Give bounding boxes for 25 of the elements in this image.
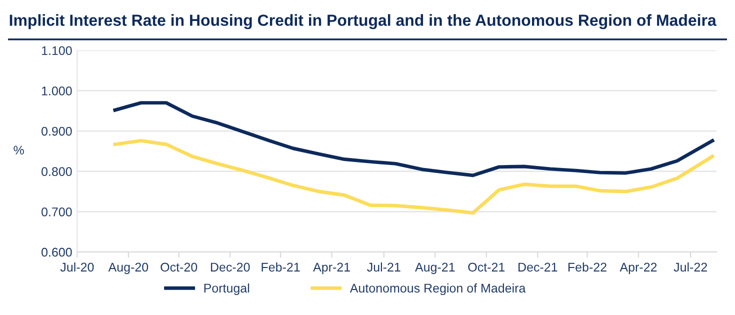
line-series — [113, 138, 714, 215]
x-tick-label: Aug-20 — [108, 262, 148, 274]
x-tick-label: Oct-20 — [160, 262, 198, 272]
x-tick-label: Dec-20 — [210, 262, 250, 272]
x-tick-label: Dec-21 — [518, 262, 558, 272]
y-tick-label: 0.600 — [42, 248, 72, 257]
y-tick-label: 0.900 — [42, 126, 72, 136]
x-tick-label: Apr-21 — [313, 262, 350, 274]
y-tick-label: 1.100 — [42, 46, 72, 56]
chart-title: Implicit Interest Rate in Housing Credit in Portugal and in the Autonomous Region of Madeira — [10, 14, 716, 30]
y-axis-title: % — [14, 146, 24, 155]
y-tick-label: 0.800 — [42, 167, 72, 176]
y-tick-label: 0.700 — [42, 207, 72, 216]
x-tick-label: Feb-22 — [568, 262, 606, 272]
y-tick-label: 1.000 — [42, 86, 72, 96]
x-tick-label: Jul-20 — [60, 262, 94, 272]
x-tick-label: Jul-22 — [674, 262, 707, 272]
x-tick-label: Aug-21 — [415, 262, 455, 274]
line-series — [113, 101, 714, 178]
x-tick-label: Jul-21 — [367, 262, 400, 272]
x-tick-label: Feb-21 — [262, 262, 300, 272]
x-tick-label: Oct-21 — [468, 262, 505, 272]
x-tick-label: Apr-22 — [620, 262, 657, 274]
legend-label: Portugal — [204, 283, 250, 296]
legend-label: Autonomous Region of Madeira — [350, 283, 526, 296]
